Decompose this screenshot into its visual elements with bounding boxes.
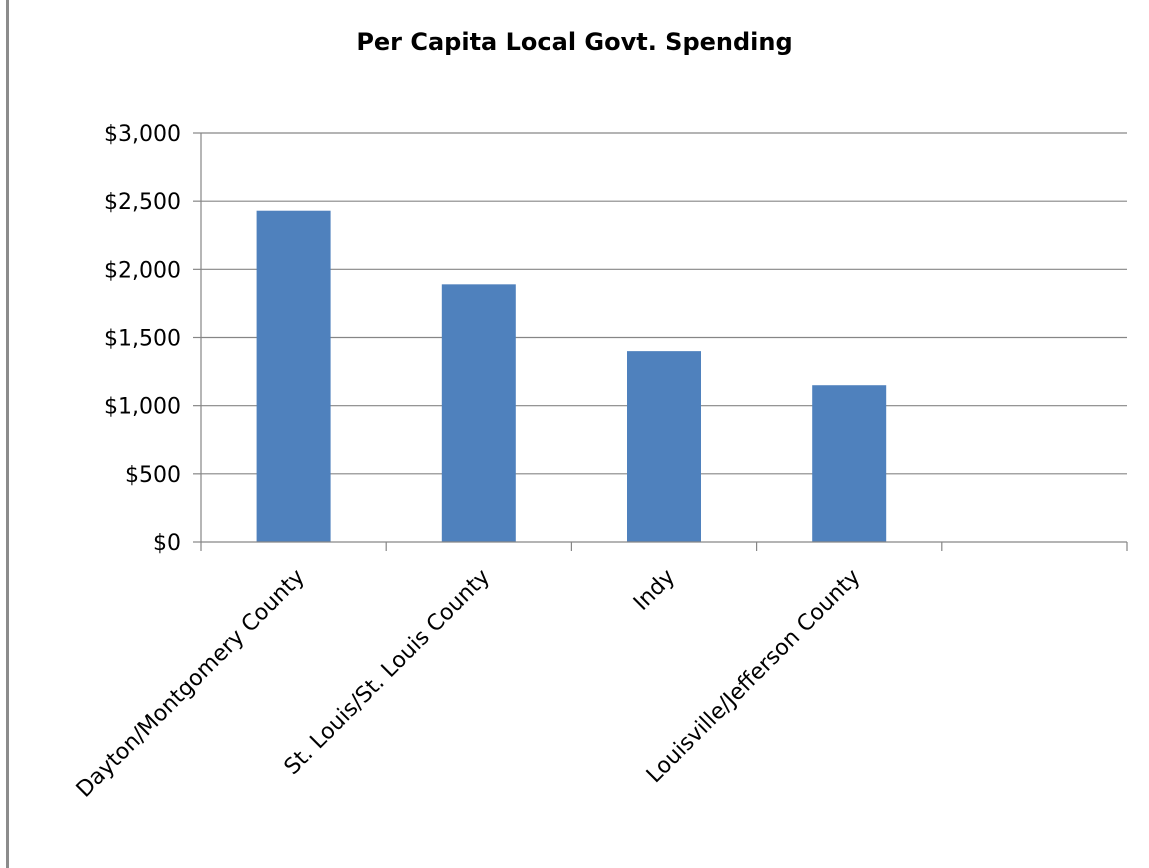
bar — [812, 385, 887, 542]
y-tick-label: $2,000 — [104, 258, 181, 283]
y-tick-label: $0 — [153, 531, 181, 556]
y-tick-label: $1,500 — [104, 327, 181, 352]
chart-title: Per Capita Local Govt. Spending — [356, 28, 793, 56]
y-tick-label: $3,000 — [104, 122, 181, 147]
x-tick-label: Indy — [629, 565, 680, 616]
bar — [256, 210, 331, 542]
left-border — [6, 0, 9, 868]
bar — [441, 284, 516, 542]
y-tick-label: $2,500 — [104, 190, 181, 215]
y-tick-label: $1,000 — [104, 395, 181, 420]
x-tick-label: St. Louis/St. Louis County — [280, 565, 495, 780]
bar — [627, 351, 701, 542]
y-tick-label: $500 — [125, 463, 181, 488]
x-tick-label: Louisville/Jefferson County — [642, 565, 866, 789]
x-tick-label: Dayton/Montgomery County — [72, 565, 310, 803]
